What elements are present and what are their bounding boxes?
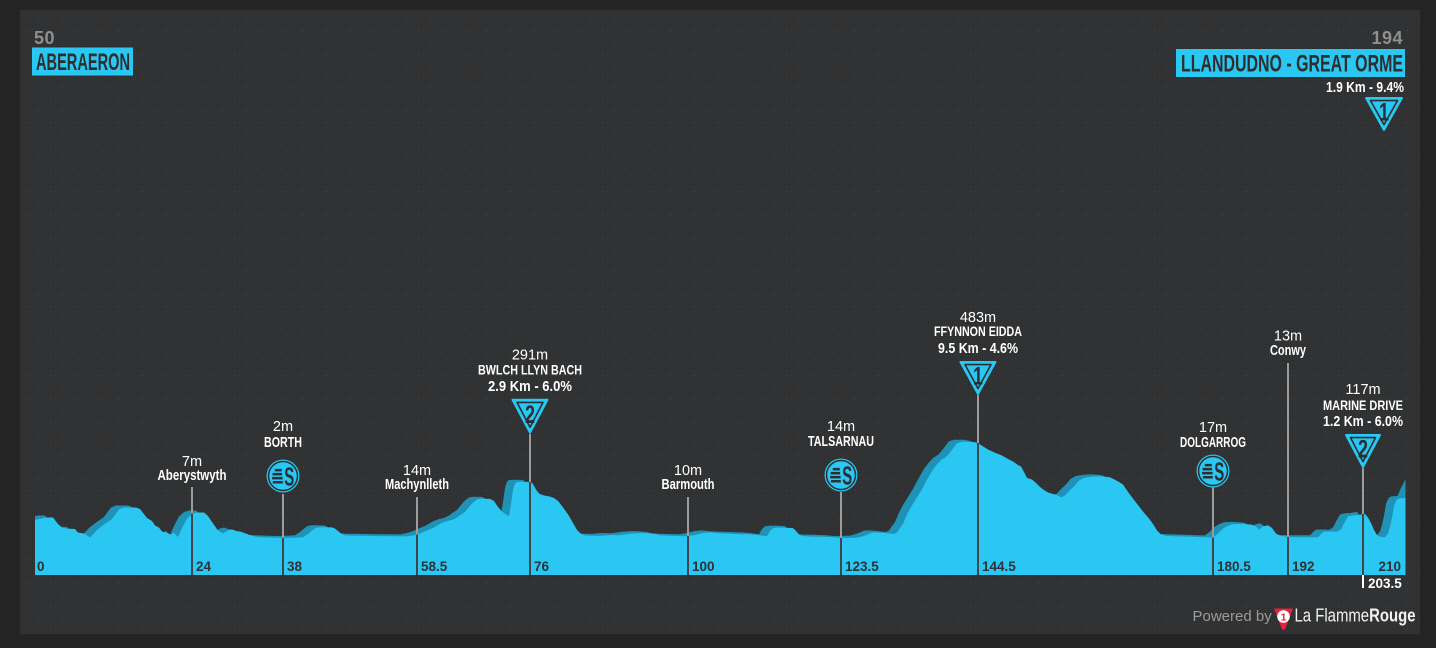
svg-text:LLANDUDNO - GREAT ORME: LLANDUDNO - GREAT ORME [1181, 51, 1403, 78]
svg-text:117m: 117m [1345, 382, 1380, 398]
svg-text:38: 38 [287, 559, 303, 574]
svg-text:1.2 Km - 6.0%: 1.2 Km - 6.0% [1323, 414, 1403, 430]
svg-text:ABERAERON: ABERAERON [36, 49, 130, 76]
svg-text:9.5 Km - 4.6%: 9.5 Km - 4.6% [938, 341, 1018, 357]
svg-text:S: S [842, 460, 852, 490]
svg-text:DOLGARROG: DOLGARROG [1180, 435, 1246, 451]
svg-text:S: S [1214, 456, 1224, 486]
svg-text:203.5: 203.5 [1368, 576, 1402, 591]
svg-text:0: 0 [37, 559, 45, 574]
svg-text:1: 1 [973, 363, 983, 391]
svg-text:192: 192 [1292, 559, 1315, 574]
svg-text:14m: 14m [827, 419, 855, 435]
svg-text:Aberystwyth: Aberystwyth [158, 468, 227, 484]
svg-text:180.5: 180.5 [1217, 559, 1251, 574]
svg-text:Machynlleth: Machynlleth [385, 477, 449, 493]
svg-text:TALSARNAU: TALSARNAU [808, 434, 874, 450]
svg-text:10m: 10m [674, 463, 702, 479]
svg-text:FFYNNON EIDDA: FFYNNON EIDDA [934, 324, 1022, 340]
svg-text:24: 24 [196, 559, 212, 574]
svg-text:483m: 483m [960, 310, 996, 326]
svg-text:Conwy: Conwy [1270, 343, 1306, 359]
svg-text:1: 1 [1379, 99, 1389, 127]
svg-text:S: S [284, 461, 294, 491]
svg-text:17m: 17m [1199, 420, 1227, 436]
svg-text:58.5: 58.5 [421, 559, 448, 574]
svg-text:2: 2 [1358, 436, 1368, 464]
svg-text:291m: 291m [512, 348, 548, 364]
svg-text:76: 76 [534, 559, 550, 574]
svg-text:Barmouth: Barmouth [662, 477, 715, 493]
svg-text:194: 194 [1371, 28, 1403, 48]
svg-text:2.9 Km - 6.0%: 2.9 Km - 6.0% [488, 379, 572, 395]
svg-text:14m: 14m [403, 463, 431, 479]
svg-text:1.9 Km - 9.4%: 1.9 Km - 9.4% [1326, 80, 1404, 96]
svg-text:50: 50 [34, 28, 55, 48]
svg-text:2m: 2m [273, 419, 293, 435]
svg-text:Powered by: Powered by [1193, 608, 1273, 625]
svg-text:144.5: 144.5 [982, 559, 1016, 574]
svg-text:7m: 7m [182, 454, 202, 470]
svg-text:1: 1 [1281, 611, 1287, 623]
svg-text:13m: 13m [1274, 329, 1302, 345]
svg-text:123.5: 123.5 [845, 559, 879, 574]
svg-text:2: 2 [525, 401, 535, 429]
svg-text:La FlammeRouge: La FlammeRouge [1295, 605, 1416, 626]
svg-text:100: 100 [692, 559, 715, 574]
svg-text:210: 210 [1378, 559, 1401, 574]
svg-text:BWLCH LLYN BACH: BWLCH LLYN BACH [478, 363, 582, 379]
svg-text:MARINE DRIVE: MARINE DRIVE [1323, 398, 1403, 414]
svg-text:BORTH: BORTH [264, 435, 302, 451]
